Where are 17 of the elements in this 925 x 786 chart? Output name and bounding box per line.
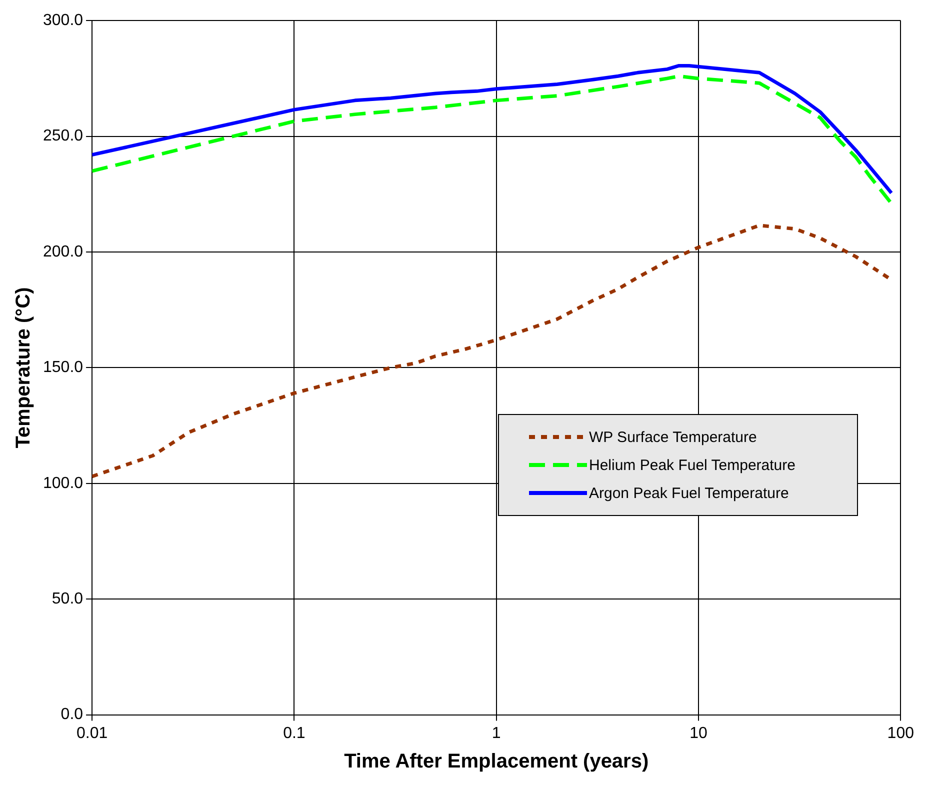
x-tick-label: 0.1 bbox=[283, 724, 306, 742]
x-tick-label: 10 bbox=[690, 724, 708, 742]
x-tick-label: 100 bbox=[887, 724, 914, 742]
x-axis-title: Time After Emplacement (years) bbox=[344, 750, 649, 773]
legend-label: Argon Peak Fuel Temperature bbox=[589, 484, 789, 502]
legend-label: Helium Peak Fuel Temperature bbox=[589, 456, 796, 474]
y-tick-label: 100.0 bbox=[42, 474, 84, 492]
legend-label: WP Surface Temperature bbox=[589, 428, 757, 446]
x-tick-label: 1 bbox=[492, 724, 501, 742]
y-tick-label: 150.0 bbox=[42, 359, 84, 376]
x-tick-label: 0.01 bbox=[76, 724, 108, 742]
y-tick-label: 250.0 bbox=[42, 128, 84, 145]
y-tick-label: 0.0 bbox=[60, 706, 84, 724]
y-tick-label: 300.0 bbox=[42, 12, 84, 30]
y-tick-label: 50.0 bbox=[52, 590, 84, 608]
y-axis-title: Temperature (°C) bbox=[12, 287, 35, 448]
y-tick-label: 200.0 bbox=[42, 243, 84, 260]
